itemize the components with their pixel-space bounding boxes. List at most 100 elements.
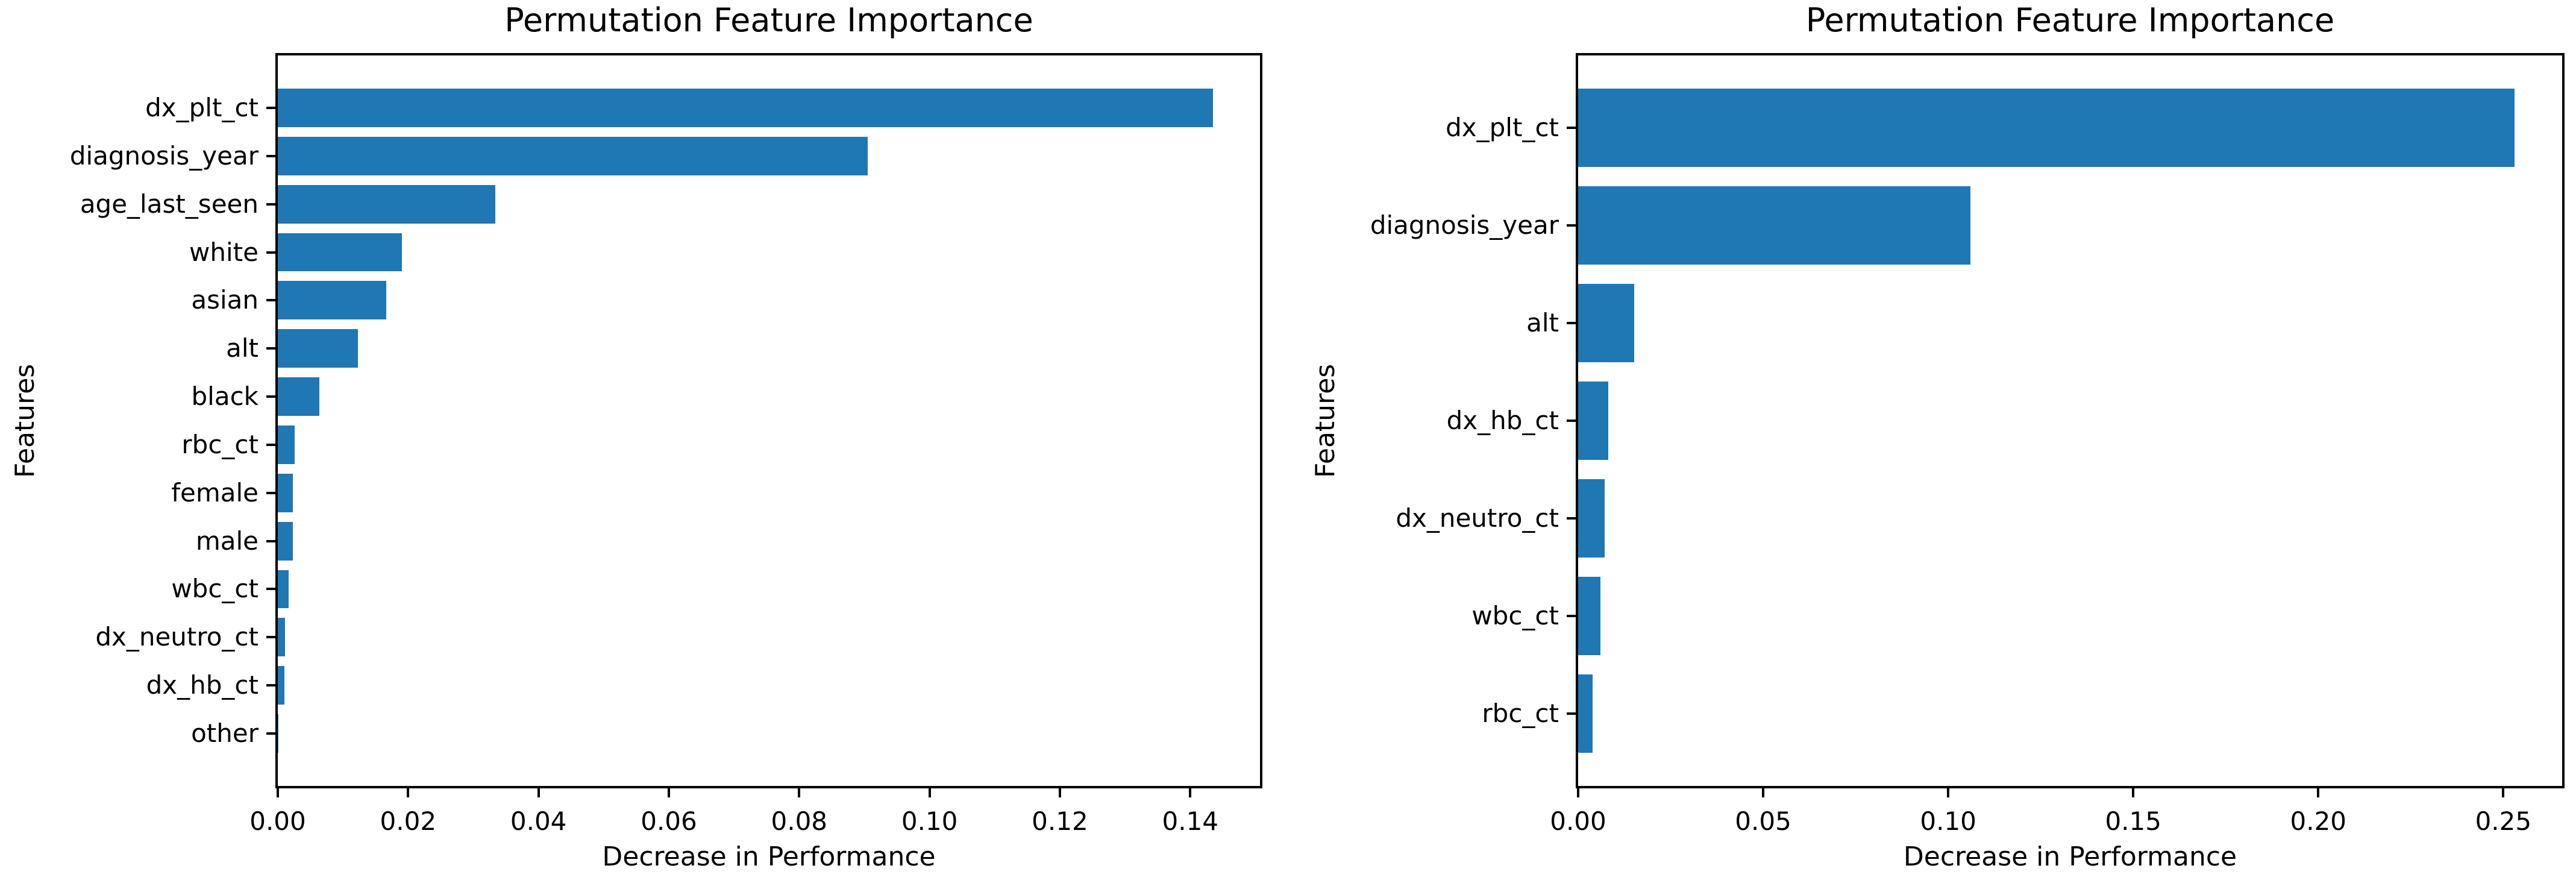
chart-title: Permutation Feature Importance	[504, 1, 1033, 39]
x-tick-mark	[407, 788, 410, 797]
bar-wbc_ct	[278, 570, 289, 609]
x-tick-label: 0.04	[510, 806, 567, 836]
x-tick-label: 0.08	[771, 806, 828, 836]
bar-asian	[278, 281, 386, 320]
bar-rbc_ct	[1578, 674, 1593, 753]
y-tick-mark	[266, 299, 275, 302]
y-tick-label-diagnosis_year: diagnosis_year	[69, 140, 259, 171]
bar-wbc_ct	[1578, 577, 1600, 655]
bar-diagnosis_year	[1578, 186, 1970, 265]
y-tick-mark	[266, 684, 275, 687]
x-tick-label: 0.20	[2290, 806, 2347, 836]
x-tick-label: 0.15	[2105, 806, 2161, 836]
bar-diagnosis_year	[278, 136, 868, 175]
bar-dx_neutro_ct	[278, 618, 285, 657]
x-tick-mark	[1189, 788, 1192, 797]
y-tick-label-male: male	[195, 526, 259, 556]
x-axis-label: Decrease in Performance	[1903, 841, 2237, 872]
y-tick-mark	[1567, 224, 1576, 227]
x-tick-label: 0.06	[641, 806, 697, 836]
y-tick-label-diagnosis_year: diagnosis_year	[1370, 210, 1559, 240]
y-tick-mark	[1567, 712, 1576, 715]
y-tick-label-dx_plt_ct: dx_plt_ct	[1446, 112, 1559, 142]
x-tick-mark	[1577, 788, 1579, 797]
y-tick-mark	[266, 491, 275, 494]
bar-age_last_seen	[278, 184, 496, 224]
y-tick-label-dx_neutro_ct: dx_neutro_ct	[95, 622, 259, 652]
y-tick-label-dx_plt_ct: dx_plt_ct	[145, 93, 259, 123]
bar-dx_plt_ct	[1578, 89, 2515, 167]
x-tick-label: 0.10	[901, 806, 958, 836]
x-tick-mark	[2317, 788, 2320, 797]
y-tick-label-age_last_seen: age_last_seen	[80, 189, 259, 219]
y-tick-mark	[1567, 321, 1576, 324]
x-tick-mark	[798, 788, 801, 797]
bar-dx_neutro_ct	[1578, 479, 1605, 558]
y-axis-label: Features	[1310, 363, 1341, 478]
plot-area	[275, 53, 1262, 788]
chart-title: Permutation Feature Importance	[1805, 1, 2335, 39]
bar-dx_hb_ct	[278, 666, 284, 705]
y-tick-label-dx_hb_ct: dx_hb_ct	[1446, 406, 1559, 435]
y-tick-label-asian: asian	[191, 285, 259, 315]
x-tick-mark	[928, 788, 931, 797]
y-tick-label-dx_hb_ct: dx_hb_ct	[146, 670, 259, 700]
x-tick-mark	[667, 788, 670, 797]
y-tick-label-female: female	[171, 477, 259, 507]
bar-alt	[1578, 284, 1634, 362]
x-tick-mark	[2132, 788, 2135, 797]
y-tick-mark	[266, 347, 275, 350]
y-tick-mark	[266, 203, 275, 206]
y-tick-mark	[266, 154, 275, 157]
x-tick-label: 0.25	[2475, 806, 2532, 836]
y-tick-label-white: white	[189, 237, 259, 267]
x-tick-mark	[277, 788, 279, 797]
x-tick-label: 0.02	[380, 806, 437, 836]
plot-area	[1576, 53, 2565, 788]
y-tick-mark	[1567, 126, 1576, 129]
x-tick-label: 0.14	[1162, 806, 1219, 836]
y-tick-label-rbc_ct: rbc_ct	[1482, 699, 1559, 729]
x-tick-label: 0.00	[1550, 806, 1606, 836]
bar-male	[278, 521, 293, 561]
bar-rbc_ct	[278, 425, 295, 464]
y-tick-mark	[266, 443, 275, 446]
bar-dx_hb_ct	[1578, 382, 1609, 460]
y-tick-mark	[1567, 615, 1576, 618]
x-tick-mark	[1947, 788, 1950, 797]
y-tick-mark	[266, 588, 275, 591]
x-axis-label: Decrease in Performance	[602, 841, 936, 872]
x-tick-mark	[1762, 788, 1765, 797]
y-tick-mark	[266, 732, 275, 735]
y-tick-mark	[266, 395, 275, 398]
x-tick-label: 0.10	[1920, 806, 1976, 836]
y-tick-label-other: other	[191, 718, 259, 748]
y-axis-label: Features	[10, 363, 40, 478]
y-tick-mark	[266, 251, 275, 254]
x-tick-label: 0.12	[1032, 806, 1088, 836]
bar-black	[278, 377, 320, 416]
x-tick-mark	[1058, 788, 1061, 797]
y-tick-mark	[266, 636, 275, 639]
bar-dx_plt_ct	[278, 89, 1214, 127]
y-tick-mark	[1567, 517, 1576, 520]
y-tick-mark	[266, 539, 275, 542]
bar-white	[278, 233, 402, 272]
y-tick-mark	[1567, 419, 1576, 422]
y-tick-label-black: black	[191, 382, 259, 412]
y-tick-label-wbc_ct: wbc_ct	[1471, 601, 1559, 631]
bar-alt	[278, 329, 359, 368]
bar-female	[278, 473, 293, 512]
y-tick-label-alt: alt	[1526, 307, 1559, 338]
x-tick-mark	[2502, 788, 2505, 797]
x-tick-label: 0.00	[249, 806, 306, 836]
y-tick-label-alt: alt	[226, 333, 259, 363]
y-tick-label-rbc_ct: rbc_ct	[181, 429, 259, 459]
y-tick-mark	[266, 107, 275, 110]
y-tick-label-dx_neutro_ct: dx_neutro_ct	[1396, 503, 1559, 533]
y-tick-label-wbc_ct: wbc_ct	[171, 574, 259, 604]
x-tick-label: 0.05	[1735, 806, 1791, 836]
